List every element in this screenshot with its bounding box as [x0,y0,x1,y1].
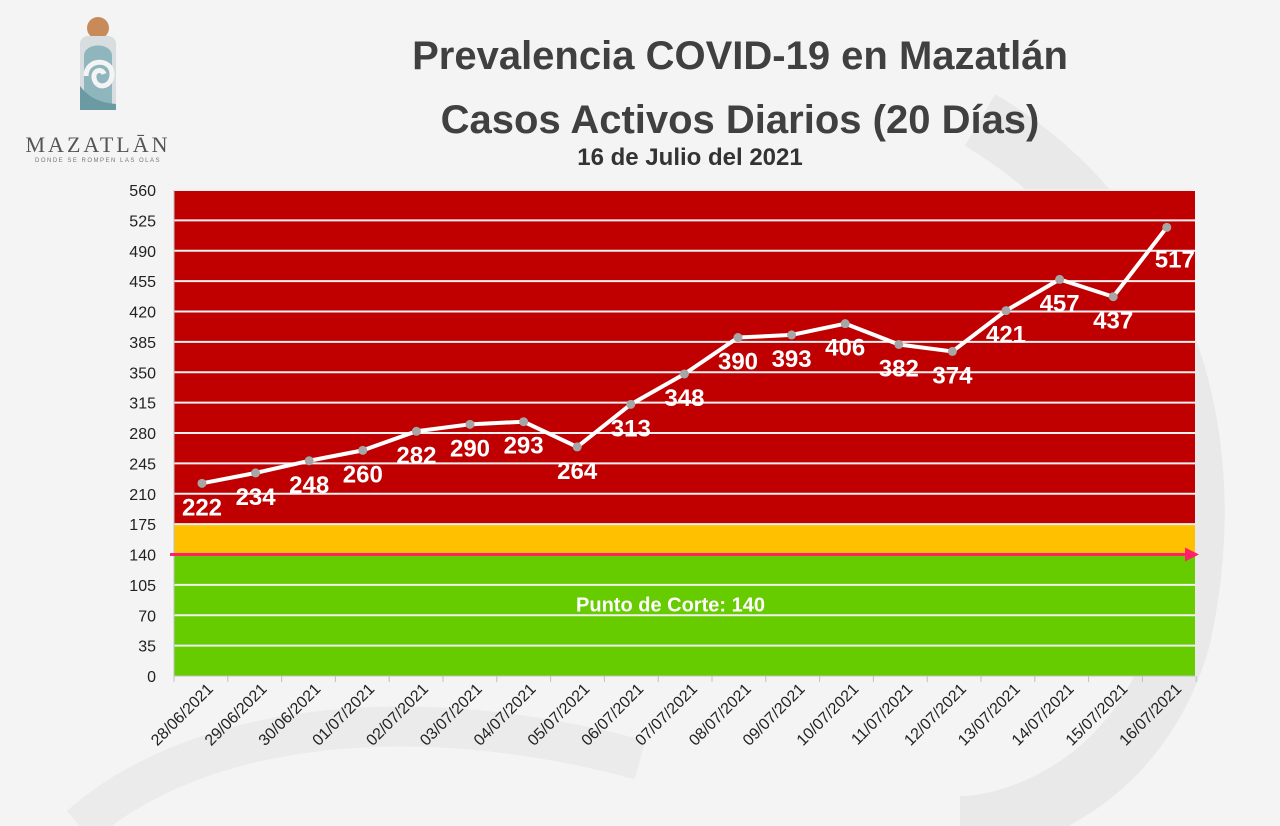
y-tick-label: 385 [129,335,156,352]
data-label: 348 [664,385,704,412]
data-label: 382 [879,355,919,382]
data-point [626,399,636,409]
data-label: 406 [825,335,865,362]
data-point [197,478,207,488]
data-label: 282 [396,442,436,469]
data-label: 313 [611,415,651,442]
data-point [787,330,797,340]
data-label: 260 [343,461,383,488]
data-point [1001,306,1011,316]
y-tick-label: 560 [129,183,156,200]
data-point [1162,222,1172,232]
y-tick-label: 350 [129,365,156,382]
y-tick-label: 210 [129,487,156,504]
data-label: 437 [1093,308,1133,335]
y-tick-label: 525 [129,213,156,230]
data-point [358,445,368,455]
data-point [894,339,904,349]
data-point [304,456,314,466]
data-point [519,417,529,427]
y-tick-label: 175 [129,517,156,534]
band-1 [174,524,1195,555]
chart-title: Prevalencia COVID-19 en Mazatlán [412,34,1068,78]
y-tick-label: 490 [129,244,156,261]
y-tick-label: 245 [129,456,156,473]
data-label: 293 [504,433,544,460]
data-label: 457 [1040,290,1080,317]
data-label: 517 [1155,246,1195,273]
data-label: 421 [986,322,1026,349]
y-tick-label: 140 [129,548,156,565]
y-tick-label: 455 [129,274,156,291]
data-label: 390 [718,349,758,376]
logo-wordmark: MAZATLĀN [25,132,171,157]
data-point [251,468,261,478]
data-label: 393 [772,346,812,373]
data-point [947,346,957,356]
mazatlan-logo: MAZATLĀN DONDE SE ROMPEN LAS OLAS [18,14,178,174]
data-point [1055,274,1065,284]
data-point [733,333,743,343]
data-label: 264 [557,458,598,485]
y-tick-label: 0 [147,669,156,686]
data-label: 222 [182,494,222,521]
y-tick-label: 280 [129,426,156,443]
y-tick-label: 105 [129,578,156,595]
data-label: 374 [932,362,973,389]
cutoff-arrowhead [1185,547,1199,562]
data-point [679,369,689,379]
cutoff-label: Punto de Corte: 140 [576,594,765,616]
band-2 [174,190,1195,525]
y-tick-label: 70 [138,608,156,625]
wave-logo-icon [80,17,116,110]
y-tick-label: 420 [129,305,156,322]
y-tick-label: 35 [138,639,156,656]
data-label: 248 [289,472,329,499]
data-point [1108,292,1118,302]
chart-subtitle: Casos Activos Diarios (20 Días) [440,98,1040,142]
logo-tagline: DONDE SE ROMPEN LAS OLAS [34,158,162,164]
data-point [411,426,421,436]
data-point [465,419,475,429]
data-point [840,319,850,329]
y-tick-label: 315 [129,396,156,413]
data-point [572,442,582,452]
chart-date: 16 de Julio del 2021 [577,144,803,171]
data-label: 290 [450,435,490,462]
data-label: 234 [236,484,277,511]
